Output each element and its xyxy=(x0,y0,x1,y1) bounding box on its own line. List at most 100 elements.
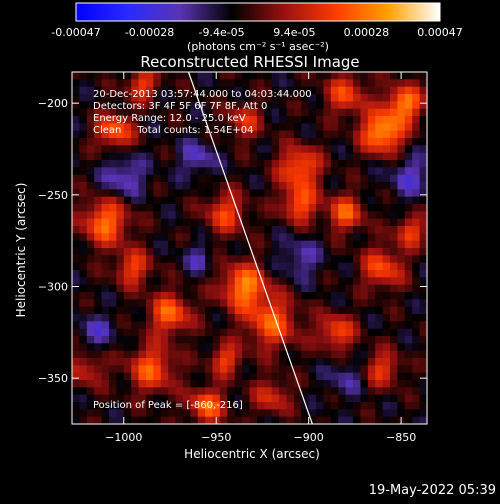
heatmap-cell xyxy=(404,152,413,161)
heatmap-cell xyxy=(397,350,406,359)
heatmap-cell xyxy=(360,292,369,300)
heatmap-cell xyxy=(94,409,103,418)
heatmap-cell xyxy=(412,409,421,418)
heatmap-cell xyxy=(138,343,147,352)
heatmap-cell xyxy=(234,387,243,396)
heatmap-cell xyxy=(153,138,162,146)
heatmap-cell xyxy=(264,255,273,264)
heatmap-cell xyxy=(123,182,132,190)
heatmap-cell xyxy=(182,130,191,139)
heatmap-cell xyxy=(234,336,243,344)
heatmap-cell xyxy=(353,226,362,234)
heatmap-cell xyxy=(264,145,273,154)
heatmap-cell xyxy=(412,138,421,146)
heatmap-cell xyxy=(212,108,221,117)
heatmap-cell xyxy=(205,152,214,161)
heatmap-cell xyxy=(316,182,325,190)
heatmap-cell xyxy=(86,394,95,403)
heatmap-cell xyxy=(175,306,184,315)
heatmap-cell xyxy=(227,240,236,249)
heatmap-cell xyxy=(264,262,273,271)
heatmap-cell xyxy=(249,152,258,161)
heatmap-cell xyxy=(353,211,362,220)
heatmap-cell xyxy=(338,160,347,168)
heatmap-cell xyxy=(205,409,214,418)
heatmap-cell xyxy=(190,299,199,308)
heatmap-cell xyxy=(234,277,243,286)
heatmap-cell xyxy=(345,182,354,190)
heatmap-cell xyxy=(79,152,88,161)
heatmap-cell xyxy=(94,277,103,286)
heatmap-cell xyxy=(116,94,125,102)
heatmap-cell xyxy=(286,226,295,234)
heatmap-cell xyxy=(330,358,339,366)
heatmap-cell xyxy=(197,160,206,168)
heatmap-cell xyxy=(153,123,162,132)
heatmap-cell xyxy=(345,248,354,256)
heatmap-cell xyxy=(353,299,362,308)
heatmap-cell xyxy=(131,211,140,220)
heatmap-cell xyxy=(138,336,147,344)
heatmap-cell xyxy=(330,394,339,403)
heatmap-cell xyxy=(286,409,295,418)
heatmap-cell xyxy=(353,416,362,425)
heatmap-cell xyxy=(145,108,154,117)
heatmap-cell xyxy=(168,284,177,293)
heatmap-cell xyxy=(86,218,95,227)
heatmap-cell xyxy=(138,204,147,212)
heatmap-cell xyxy=(390,321,399,330)
heatmap-cell xyxy=(308,387,317,396)
heatmap-cell xyxy=(79,277,88,286)
heatmap-cell xyxy=(353,248,362,256)
heatmap-cell xyxy=(168,358,177,366)
heatmap-cell xyxy=(234,328,243,337)
heatmap-cell xyxy=(256,182,265,190)
heatmap-cell xyxy=(145,123,154,132)
heatmap-cell xyxy=(382,387,391,396)
heatmap-cell xyxy=(197,145,206,154)
heatmap-cell xyxy=(123,321,132,330)
heatmap-cell xyxy=(131,306,140,315)
heatmap-cell xyxy=(227,336,236,344)
heatmap-cell xyxy=(153,284,162,293)
heatmap-cell xyxy=(153,174,162,183)
heatmap-cell xyxy=(367,108,376,117)
heatmap-cell xyxy=(116,328,125,337)
heatmap-cell xyxy=(153,189,162,198)
heatmap-cell xyxy=(249,218,258,227)
heatmap-cell xyxy=(353,189,362,198)
heatmap-cell xyxy=(138,358,147,366)
heatmap-cell xyxy=(175,189,184,198)
heatmap-cell xyxy=(323,123,332,132)
heatmap-cell xyxy=(138,255,147,264)
heatmap-cell xyxy=(227,387,236,396)
heatmap-cell xyxy=(390,123,399,132)
heatmap-cell xyxy=(367,160,376,168)
heatmap-cell xyxy=(316,387,325,396)
heatmap-cell xyxy=(175,152,184,161)
heatmap-cell xyxy=(293,218,302,227)
heatmap-cell xyxy=(279,321,288,330)
heatmap-cell xyxy=(160,86,169,95)
heatmap-cell xyxy=(286,292,295,300)
heatmap-cell xyxy=(131,108,140,117)
heatmap-cell xyxy=(249,306,258,315)
heatmap-cell xyxy=(160,255,169,264)
heatmap-cell xyxy=(301,292,310,300)
heatmap-cell xyxy=(205,101,214,110)
heatmap-cell xyxy=(360,167,369,176)
heatmap-cell xyxy=(375,211,384,220)
heatmap-cell xyxy=(108,255,117,264)
annotation-energy-range: Energy Range: 12.0 - 25.0 keV xyxy=(93,113,246,124)
heatmap-cell xyxy=(308,167,317,176)
heatmap-cell xyxy=(419,248,428,256)
heatmap-cell xyxy=(160,314,169,322)
heatmap-cell xyxy=(72,387,80,396)
heatmap-cell xyxy=(153,211,162,220)
heatmap-cell xyxy=(330,72,339,80)
heatmap-cell xyxy=(397,321,406,330)
heatmap-cell xyxy=(123,262,132,271)
heatmap-cell xyxy=(397,196,406,205)
heatmap-cell xyxy=(79,138,88,146)
